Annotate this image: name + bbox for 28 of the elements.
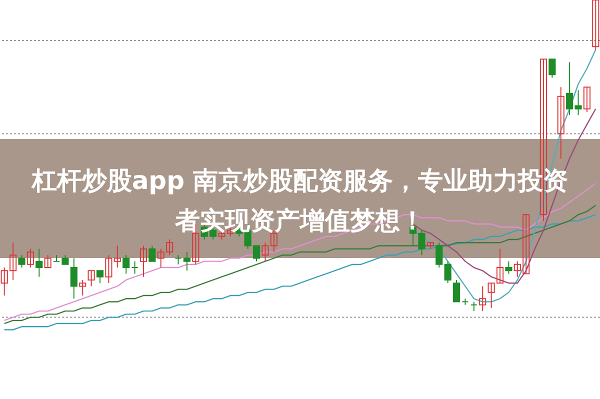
candlestick <box>114 245 121 268</box>
candlestick <box>148 245 156 262</box>
candlestick <box>18 254 26 268</box>
candlestick <box>96 270 104 284</box>
candlestick <box>470 301 478 312</box>
candlestick <box>26 248 34 268</box>
candlestick <box>62 254 69 265</box>
candlestick <box>88 270 95 287</box>
candlestick <box>505 260 512 274</box>
candlestick <box>131 260 138 274</box>
candlestick <box>140 245 148 278</box>
candlestick <box>174 254 182 265</box>
candlestick <box>452 279 460 302</box>
candlestick <box>105 254 112 284</box>
candlestick <box>557 86 564 160</box>
candlestick <box>583 86 590 112</box>
candlestick <box>122 254 130 274</box>
candlestick <box>436 242 443 268</box>
candlestick <box>70 258 78 300</box>
candlestick <box>79 279 86 296</box>
candlestick <box>36 248 43 278</box>
candlestick <box>183 251 190 272</box>
candlestick <box>444 260 452 284</box>
candlestick <box>52 254 60 262</box>
candlestick <box>44 254 52 268</box>
candlestick <box>548 58 556 78</box>
candlestick <box>592 0 600 50</box>
candlestick <box>479 286 486 312</box>
